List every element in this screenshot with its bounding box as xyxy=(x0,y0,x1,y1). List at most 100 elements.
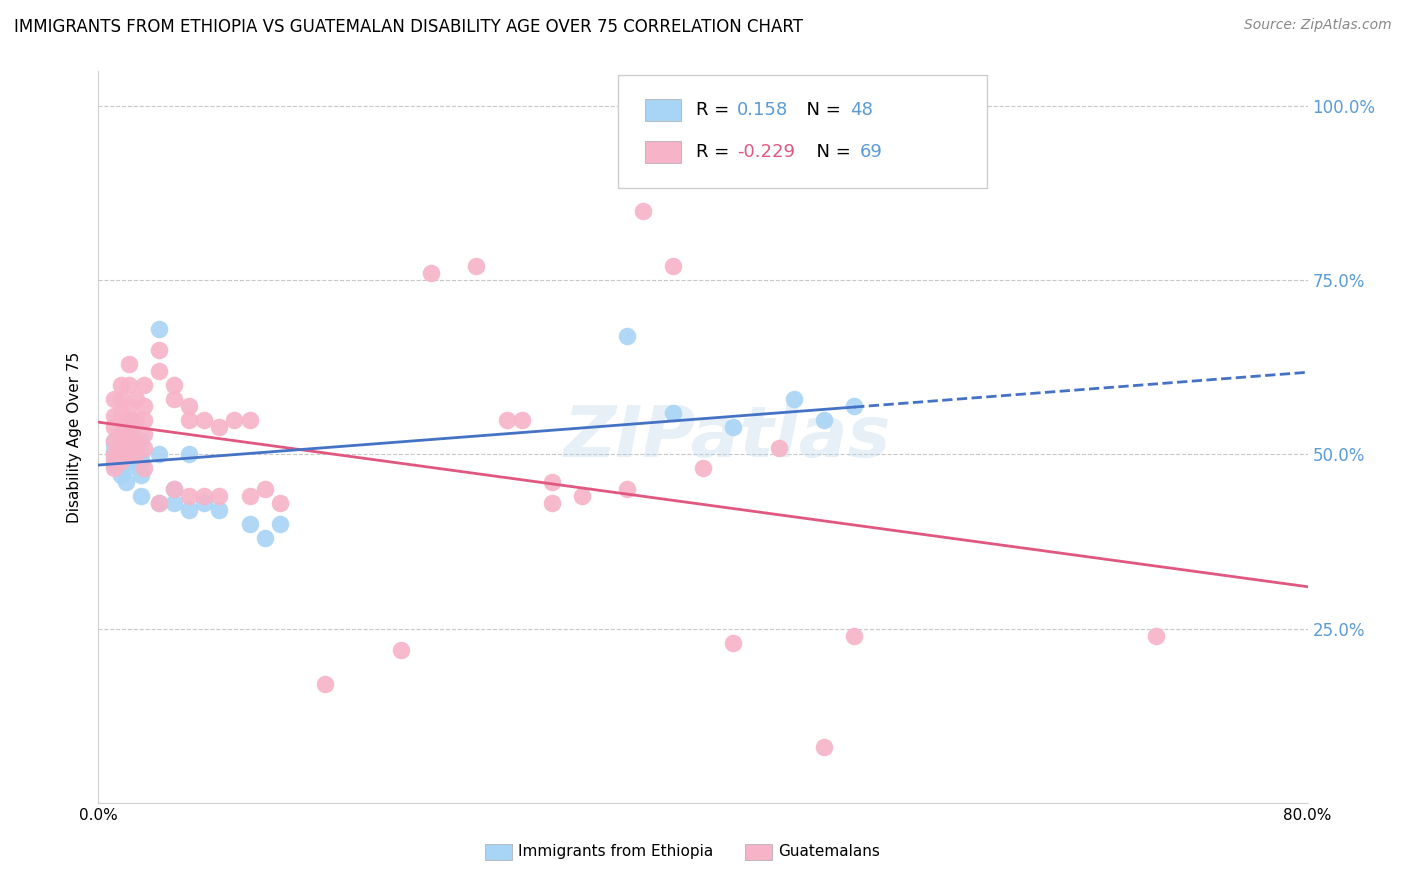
Point xyxy=(121,426,143,441)
Point xyxy=(114,423,136,437)
Text: R =: R = xyxy=(696,101,735,120)
Point xyxy=(179,448,201,462)
Point xyxy=(103,448,125,462)
Point xyxy=(844,629,866,643)
Point xyxy=(179,412,201,426)
FancyBboxPatch shape xyxy=(645,99,682,121)
Point xyxy=(110,412,132,426)
Point xyxy=(110,454,132,468)
Text: 48: 48 xyxy=(851,101,873,120)
Point xyxy=(208,489,231,503)
Point xyxy=(224,412,246,426)
Point xyxy=(163,483,186,497)
Point xyxy=(129,489,152,503)
Point xyxy=(148,343,170,357)
Point xyxy=(132,412,155,426)
Point xyxy=(110,430,132,444)
Point xyxy=(813,740,835,755)
Point xyxy=(129,434,152,448)
Point xyxy=(148,364,170,378)
Point xyxy=(118,419,141,434)
Text: Source: ZipAtlas.com: Source: ZipAtlas.com xyxy=(1244,18,1392,32)
Point xyxy=(118,426,141,441)
Point xyxy=(110,461,132,475)
Point xyxy=(114,454,136,468)
Point xyxy=(114,475,136,490)
Point xyxy=(723,419,745,434)
FancyBboxPatch shape xyxy=(619,75,987,188)
Point xyxy=(110,441,132,455)
Point xyxy=(132,377,155,392)
FancyBboxPatch shape xyxy=(745,844,772,860)
Point xyxy=(1144,629,1167,643)
Point xyxy=(125,448,148,462)
Point xyxy=(269,517,291,532)
Point xyxy=(110,441,132,455)
Point xyxy=(110,448,132,462)
Point xyxy=(239,412,262,426)
Point xyxy=(103,448,125,462)
Point xyxy=(571,489,593,503)
Point xyxy=(813,412,835,426)
Point xyxy=(110,454,132,468)
Y-axis label: Disability Age Over 75: Disability Age Over 75 xyxy=(67,351,83,523)
Point xyxy=(661,260,683,274)
Point xyxy=(121,454,143,468)
Point xyxy=(314,677,336,691)
Text: -0.229: -0.229 xyxy=(737,143,794,161)
Point xyxy=(103,434,125,448)
Point xyxy=(132,426,155,441)
Point xyxy=(125,392,148,406)
Point xyxy=(121,441,143,455)
Point xyxy=(148,496,170,510)
Point xyxy=(193,489,215,503)
Point xyxy=(239,517,262,532)
Point xyxy=(420,266,443,280)
Text: N =: N = xyxy=(804,143,856,161)
Text: R =: R = xyxy=(696,143,735,161)
Point xyxy=(148,448,170,462)
Point xyxy=(163,483,186,497)
Text: N =: N = xyxy=(794,101,846,120)
Point xyxy=(110,468,132,483)
Point xyxy=(118,434,141,448)
Point xyxy=(616,483,638,497)
Point xyxy=(193,412,215,426)
Point xyxy=(103,434,125,448)
Point xyxy=(163,496,186,510)
Point xyxy=(179,399,201,413)
Point xyxy=(103,458,125,472)
Point xyxy=(723,635,745,649)
Point xyxy=(114,434,136,448)
Point xyxy=(103,392,125,406)
Point xyxy=(844,399,866,413)
Point xyxy=(103,450,125,465)
Point xyxy=(208,419,231,434)
Point xyxy=(129,448,152,462)
Point xyxy=(103,409,125,424)
Point xyxy=(495,412,517,426)
Point xyxy=(163,377,186,392)
Point xyxy=(661,406,683,420)
Point xyxy=(510,412,533,426)
Point xyxy=(118,399,141,413)
Point xyxy=(121,412,143,426)
Text: 69: 69 xyxy=(860,143,883,161)
Point xyxy=(121,448,143,462)
Point xyxy=(103,454,125,468)
Point xyxy=(110,448,132,462)
Point xyxy=(253,531,276,545)
Text: 0.158: 0.158 xyxy=(737,101,789,120)
Point xyxy=(118,377,141,392)
Point xyxy=(118,357,141,371)
Point xyxy=(114,441,136,455)
Point xyxy=(540,475,562,490)
Point xyxy=(768,441,790,455)
Point xyxy=(179,489,201,503)
Point xyxy=(163,392,186,406)
Point xyxy=(540,496,562,510)
Point xyxy=(465,260,488,274)
Point xyxy=(253,483,276,497)
Point xyxy=(114,461,136,475)
Point xyxy=(193,496,215,510)
